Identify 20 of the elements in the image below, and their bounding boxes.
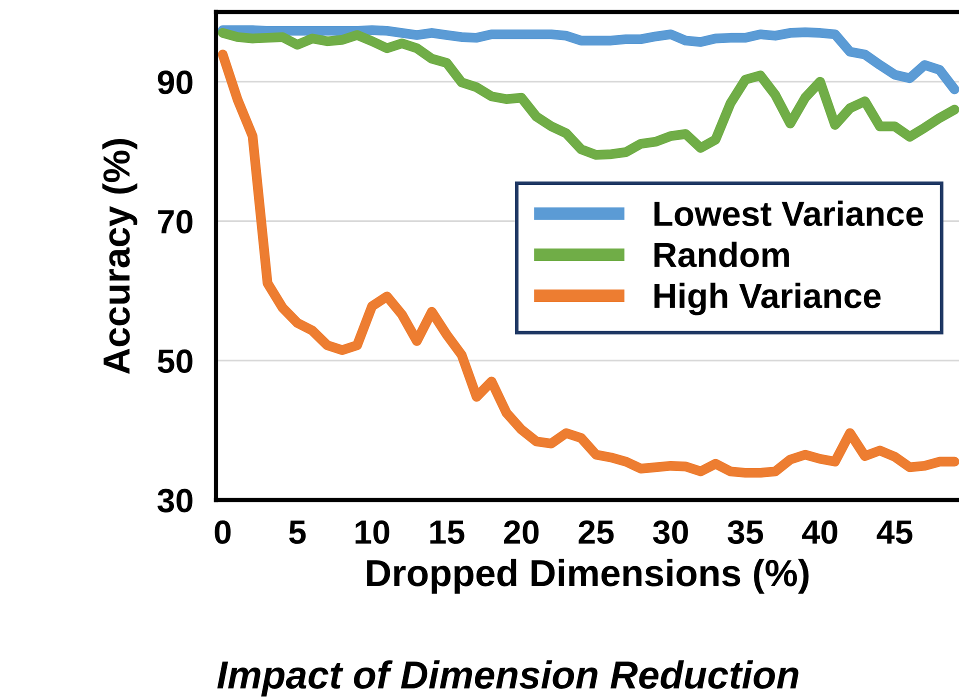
y-tick-label: 70 (158, 210, 192, 234)
x-tick-label: 10 (356, 520, 390, 544)
y-tick-label: 50 (158, 349, 192, 373)
x-tick-label: 0 (214, 520, 231, 544)
text: Impact of Dimension Reduction (217, 660, 798, 696)
y-tick-label: 90 (158, 70, 192, 94)
legend-label: Lowest Variance (654, 200, 924, 226)
legend-label: Random (654, 242, 789, 268)
x-tick-label: 35 (728, 520, 764, 544)
x-tick-label: 20 (504, 520, 539, 544)
x-tick-label: 5 (289, 520, 306, 544)
x-tick-label: 15 (430, 520, 464, 544)
y-tick-label: 30 (157, 488, 192, 512)
x-tick-label: 40 (802, 520, 838, 544)
y-axis-title: Accuracy (%) (102, 139, 138, 374)
x-tick-label: 30 (652, 520, 688, 544)
legend-label: High Variance (654, 282, 881, 316)
x-axis-title: Dropped Dimensions (%) (367, 558, 809, 594)
x-tick-label: 45 (876, 520, 912, 544)
x-tick-label: 25 (578, 520, 614, 544)
